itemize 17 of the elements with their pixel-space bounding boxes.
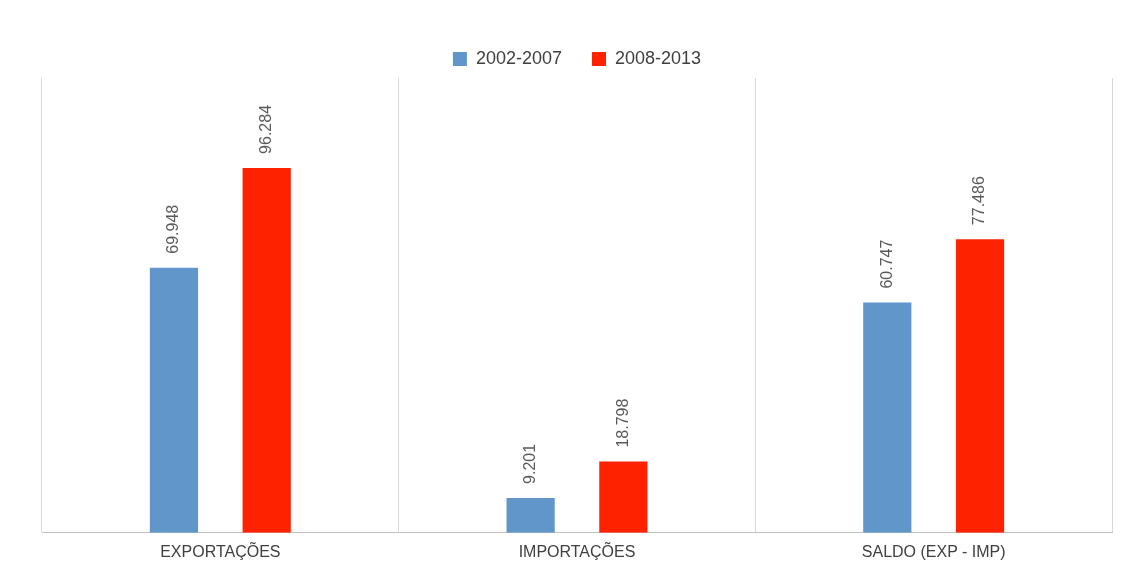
data-label: 77.486 bbox=[970, 176, 988, 226]
bar bbox=[955, 239, 1005, 533]
x-tick-label: SALDO (EXP - IMP) bbox=[861, 542, 1006, 560]
data-label: 96.284 bbox=[257, 104, 275, 154]
bar bbox=[242, 167, 291, 533]
x-tick-label: EXPORTAÇÕES bbox=[160, 540, 281, 560]
data-label: 69.948 bbox=[164, 204, 182, 254]
bar bbox=[506, 497, 555, 533]
x-tick-label: IMPORTAÇÕES bbox=[518, 540, 636, 560]
data-label: 60.747 bbox=[877, 239, 895, 289]
data-label: 18.798 bbox=[613, 398, 631, 448]
bar bbox=[599, 461, 648, 533]
legend-label: 2008-2013 bbox=[615, 47, 702, 68]
bar bbox=[863, 302, 912, 533]
bar bbox=[149, 267, 199, 533]
data-label: 9.201 bbox=[521, 443, 539, 484]
legend-label: 2002-2007 bbox=[475, 47, 563, 68]
